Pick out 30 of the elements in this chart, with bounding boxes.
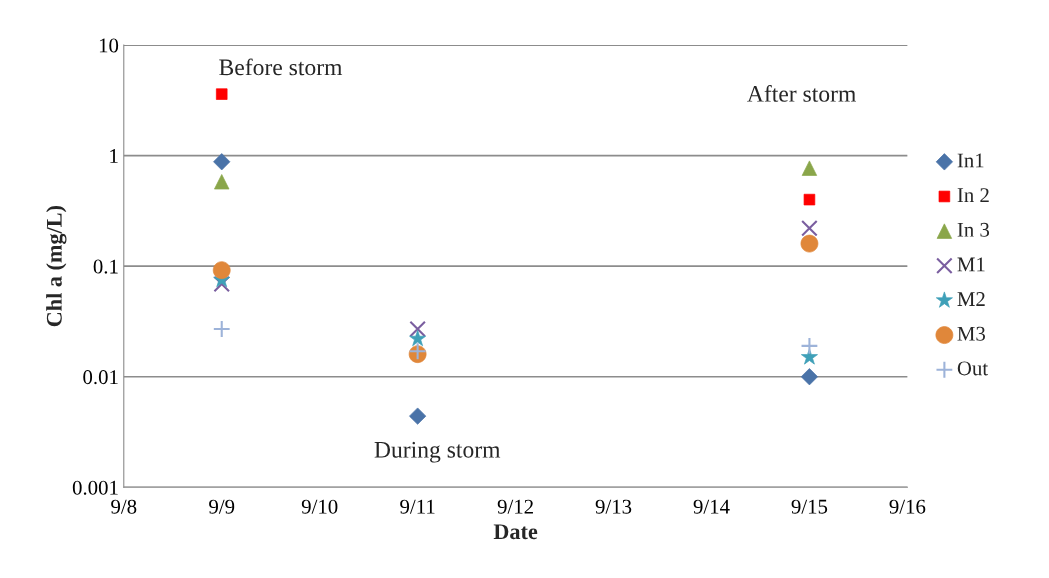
y-tick-label: 0.01 — [83, 370, 118, 385]
legend-label: In1 — [957, 153, 984, 168]
y-axis-title: Chl a (mg/L) — [46, 206, 67, 327]
x-tick-label: 9/12 — [497, 499, 533, 514]
point — [801, 219, 818, 237]
annotation: After storm — [747, 84, 856, 102]
y-tick-label: 1 — [110, 149, 118, 163]
legend-label: In 2 — [957, 188, 989, 202]
annotation: Before storm — [219, 58, 343, 76]
legend-label: In 3 — [957, 222, 990, 237]
point — [800, 336, 819, 355]
x-tick-label: 9/10 — [301, 499, 338, 514]
legend-label: M3 — [957, 326, 986, 341]
legend-label: M1 — [957, 257, 985, 272]
legend-label: Out — [957, 361, 989, 376]
legend-label: M2 — [957, 292, 985, 306]
point — [212, 320, 231, 338]
y-tick-label: 0.1 — [93, 259, 118, 274]
y-tick-label: 10 — [99, 38, 119, 53]
y-tick-label: 0.001 — [72, 480, 118, 495]
x-tick-label: 9/13 — [595, 499, 632, 514]
x-tick-label: 9/11 — [400, 499, 435, 514]
annotation: During storm — [374, 441, 501, 463]
point — [409, 320, 426, 338]
x-tick-label: 9/15 — [791, 499, 828, 514]
x-axis-title: Date — [493, 524, 538, 540]
x-tick-label: 9/8 — [111, 499, 137, 514]
x-tick-label: 9/14 — [693, 499, 730, 514]
x-tick-label: 9/9 — [209, 499, 235, 514]
x-tick-label: 9/16 — [889, 499, 926, 514]
